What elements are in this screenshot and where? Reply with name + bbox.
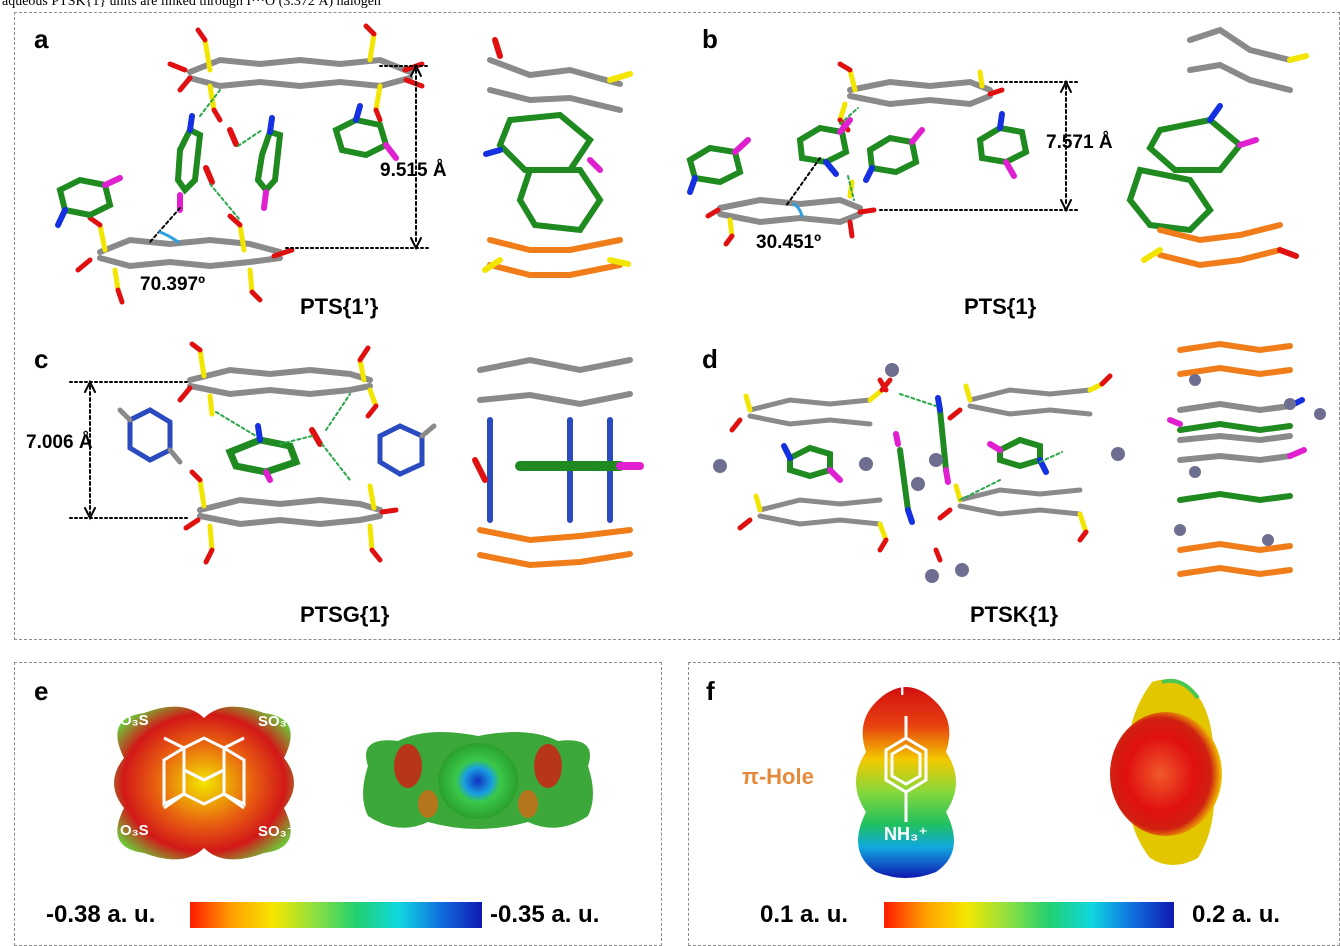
angle-label-b: 30.451º	[756, 232, 821, 254]
water-oxygen	[312, 430, 320, 444]
panel-a-structure	[30, 20, 670, 320]
pyrene-upper-right	[950, 376, 1110, 418]
scale-min-f: 0.1 a. u.	[760, 901, 848, 929]
structure-label-c: PTSG{1}	[300, 602, 389, 628]
anilinium-cation	[230, 440, 296, 472]
anilinium-cations	[790, 410, 1040, 510]
potassium-ions	[713, 363, 1125, 583]
sulfonate-label-4: SO₃⁻	[258, 822, 295, 840]
panel-letter-f: f	[706, 676, 715, 707]
ammonium-group	[258, 426, 260, 440]
centroid-line-b	[786, 158, 820, 206]
pyrene-bottom	[720, 200, 860, 222]
guanidinium-right	[380, 426, 434, 474]
side-view-a	[485, 40, 630, 275]
anilinium-cations	[690, 128, 1026, 182]
sulfonate-label-3: O₃S	[120, 822, 149, 839]
figure-caption-fragment: aqueous PTSK{1} units are linked through…	[2, 0, 902, 10]
colorbar-e	[190, 902, 482, 928]
sulfonate-label-2: SO₃⁻	[258, 712, 295, 730]
pyrene-top	[190, 370, 370, 394]
panel-d-structure	[700, 340, 1340, 610]
iodine-atoms	[830, 434, 1000, 482]
esp-surface-front	[1110, 712, 1222, 836]
sulfonate-groups-top	[180, 344, 376, 416]
water-oxygens	[206, 130, 236, 182]
scale-min-e: -0.38 a. u.	[46, 901, 155, 929]
esp-map-anilinium-side	[1102, 672, 1222, 872]
centroid-line-a	[150, 208, 180, 242]
esp-map-pts-side	[358, 726, 598, 836]
angle-label-a: 70.397º	[140, 274, 205, 296]
side-view-c	[475, 360, 640, 565]
structure-label-d: PTSK{1}	[970, 602, 1058, 628]
water-molecules	[880, 380, 940, 560]
pyrene-top	[190, 60, 410, 86]
guanidinium-left	[120, 410, 180, 462]
side-view-b	[1130, 30, 1306, 265]
distance-label-b: 7.571 Å	[1046, 132, 1113, 154]
structure-label-b: PTS{1}	[964, 294, 1036, 320]
sulfonate-label-1: O₃S	[120, 712, 149, 729]
pyrene-upper-left	[732, 380, 890, 430]
pyrene-bottom	[100, 240, 280, 266]
panel-b-structure	[690, 20, 1330, 320]
colorbar-f	[884, 902, 1174, 928]
distance-label-c: 7.006 Å	[26, 432, 93, 454]
hydrogen-bonds	[200, 90, 262, 220]
scale-max-e: -0.35 a. u.	[490, 901, 599, 929]
scale-max-f: 0.2 a. u.	[1192, 901, 1280, 929]
pyrene-top	[850, 82, 990, 104]
iodine-label: I	[900, 682, 904, 700]
ammonium-label: NH₃⁺	[884, 824, 928, 845]
distance-label-a: 9.515 Å	[380, 160, 447, 182]
pi-hole-label: π-Hole	[742, 764, 814, 790]
pyrene-lower-left	[740, 496, 886, 550]
esp-map-anilinium	[836, 672, 976, 882]
structure-label-a: PTS{1’}	[300, 294, 378, 320]
pyrene-lower-right	[940, 486, 1086, 540]
distance-guide-a	[286, 66, 430, 248]
iodine-atom	[266, 472, 270, 480]
panel-letter-e: e	[34, 676, 48, 707]
pyrene-bottom	[200, 500, 380, 524]
panel-c-structure	[30, 340, 670, 610]
